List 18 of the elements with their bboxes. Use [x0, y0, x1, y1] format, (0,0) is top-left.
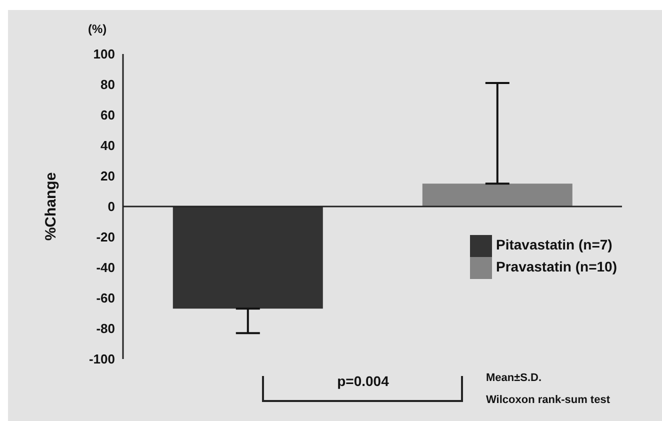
- y-tick-label: 0: [108, 199, 115, 214]
- text: Mean±S.D.: [486, 372, 542, 384]
- y-tick-label: -20: [96, 230, 115, 245]
- y-tick-label: 80: [100, 77, 115, 92]
- y-tick-label: -60: [96, 290, 115, 306]
- text: p=0.004: [336, 373, 390, 389]
- y-tick-label: -40: [96, 260, 115, 276]
- y-tick-label: -100: [88, 352, 115, 367]
- y-tick-label: -80: [96, 321, 115, 336]
- y-tick-label: 100: [93, 46, 115, 62]
- y-tick-label: 40: [100, 138, 115, 154]
- text: Wilcoxon rank-sum test: [486, 394, 610, 406]
- legend-label: Pitavastatin (n=7): [496, 236, 612, 253]
- y-axis-title: %Change: [42, 172, 60, 241]
- y-tick-label: 20: [100, 168, 115, 184]
- y-tick-label: 60: [100, 108, 115, 123]
- legend-label: Pravastatin (n=10): [496, 258, 617, 275]
- text: (%): [88, 22, 107, 36]
